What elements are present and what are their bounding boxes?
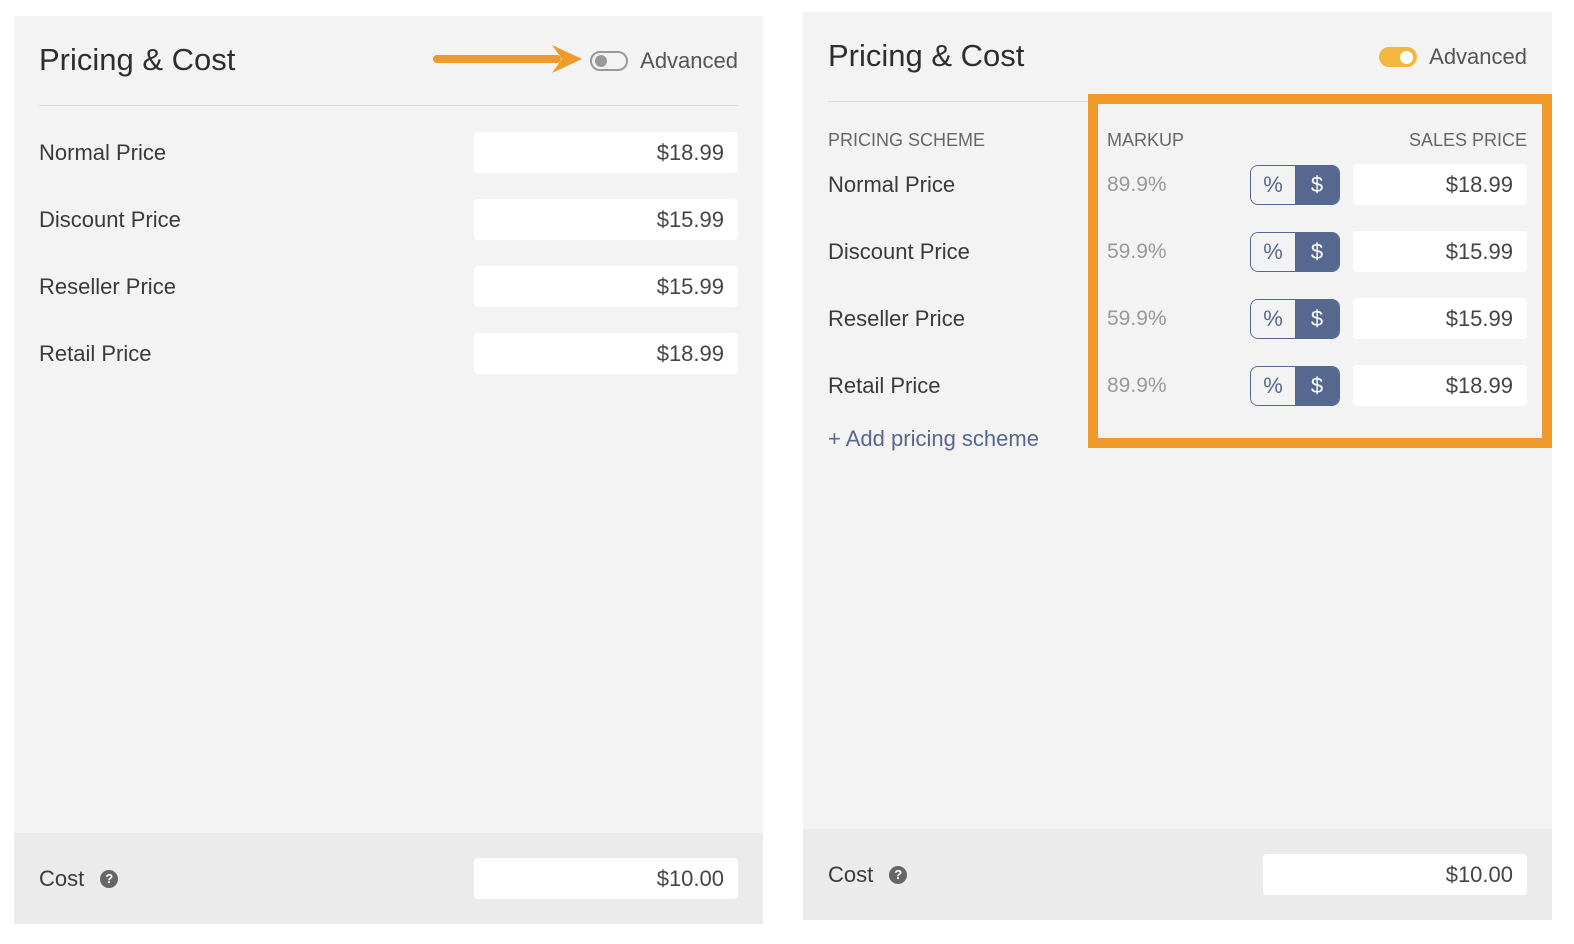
arrow-annotation-icon xyxy=(433,45,582,73)
price-input[interactable]: $15.99 xyxy=(474,199,738,240)
pricing-scheme-row: Reseller Price 59.9% % $ $15.99 xyxy=(828,298,1527,339)
toggle-switch[interactable] xyxy=(1379,47,1418,67)
divider xyxy=(39,105,738,106)
price-label: Retail Price xyxy=(39,340,152,366)
panel-title: Pricing & Cost xyxy=(39,42,236,77)
pricing-scheme-row: Normal Price 89.9% % $ $18.99 xyxy=(828,164,1527,205)
cost-input[interactable]: $10.00 xyxy=(474,858,738,899)
markup-type-toggle[interactable]: % $ xyxy=(1250,298,1340,339)
dollar-option[interactable]: $ xyxy=(1295,299,1339,338)
markup-type-toggle[interactable]: % $ xyxy=(1250,231,1340,272)
sales-price-input[interactable]: $15.99 xyxy=(1353,298,1527,339)
dollar-option[interactable]: $ xyxy=(1295,366,1339,405)
advanced-toggle[interactable]: Advanced xyxy=(590,48,738,74)
price-row: Reseller Price $15.99 xyxy=(39,266,738,307)
price-label: Discount Price xyxy=(39,206,181,232)
help-icon[interactable]: ? xyxy=(100,869,119,888)
markup-type-toggle[interactable]: % $ xyxy=(1250,164,1340,205)
cost-input[interactable]: $10.00 xyxy=(1263,854,1527,895)
sales-price-header: SALES PRICE xyxy=(1408,130,1527,150)
percent-option[interactable]: % xyxy=(1251,232,1295,271)
scheme-label: Reseller Price xyxy=(828,305,965,331)
help-icon[interactable]: ? xyxy=(889,865,908,884)
sales-price-input[interactable]: $18.99 xyxy=(1353,164,1527,205)
pricing-scheme-row: Discount Price 59.9% % $ $15.99 xyxy=(828,231,1527,272)
price-row: Retail Price $18.99 xyxy=(39,333,738,374)
toggle-switch[interactable] xyxy=(590,51,629,71)
scheme-label: Normal Price xyxy=(828,171,956,197)
cost-footer: Cost? $10.00 xyxy=(14,833,763,924)
pricing-cost-panel-basic: Pricing & Cost Advanced Normal Price $18.… xyxy=(14,16,763,924)
scheme-label: Discount Price xyxy=(828,238,970,264)
dollar-option[interactable]: $ xyxy=(1295,165,1339,204)
cost-label: Cost xyxy=(828,861,874,887)
price-input[interactable]: $18.99 xyxy=(474,132,738,173)
price-row: Normal Price $18.99 xyxy=(39,132,738,173)
percent-option[interactable]: % xyxy=(1251,366,1295,405)
sales-price-input[interactable]: $18.99 xyxy=(1353,365,1527,406)
advanced-label: Advanced xyxy=(640,48,738,73)
price-label: Normal Price xyxy=(39,139,167,165)
price-input[interactable]: $15.99 xyxy=(474,266,738,307)
pricing-scheme-row: Retail Price 89.9% % $ $18.99 xyxy=(828,365,1527,406)
advanced-toggle[interactable]: Advanced xyxy=(1379,44,1527,70)
scheme-label: Retail Price xyxy=(828,372,941,398)
divider xyxy=(828,101,1098,102)
markup-value: 89.9% xyxy=(1107,373,1167,397)
pricing-cost-panel-advanced: Pricing & Cost Advanced PRICING SCHEME M… xyxy=(803,12,1552,920)
price-row: Discount Price $15.99 xyxy=(39,199,738,240)
add-pricing-scheme-link[interactable]: + Add pricing scheme xyxy=(828,426,1039,451)
markup-value: 59.9% xyxy=(1107,239,1167,263)
panel-title: Pricing & Cost xyxy=(828,38,1025,73)
sales-price-input[interactable]: $15.99 xyxy=(1353,231,1527,272)
markup-type-toggle[interactable]: % $ xyxy=(1250,365,1340,406)
pricing-scheme-header: PRICING SCHEME xyxy=(828,130,986,150)
price-input[interactable]: $18.99 xyxy=(474,333,738,374)
markup-header: MARKUP xyxy=(1107,130,1185,150)
advanced-label: Advanced xyxy=(1429,44,1527,69)
cost-footer: Cost? $10.00 xyxy=(803,829,1552,920)
dollar-option[interactable]: $ xyxy=(1295,232,1339,271)
percent-option[interactable]: % xyxy=(1251,165,1295,204)
cost-label: Cost xyxy=(39,865,85,891)
markup-value: 89.9% xyxy=(1107,172,1167,196)
percent-option[interactable]: % xyxy=(1251,299,1295,338)
price-label: Reseller Price xyxy=(39,273,176,299)
markup-value: 59.9% xyxy=(1107,306,1167,330)
highlight-box-annotation xyxy=(1088,94,1552,448)
